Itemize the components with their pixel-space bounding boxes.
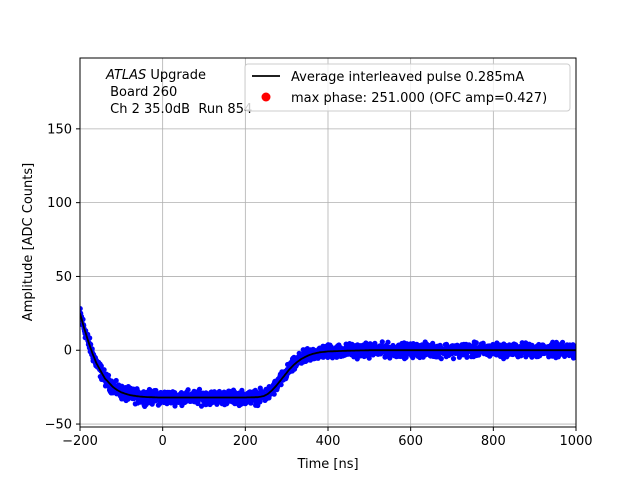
sample-point (450, 356, 457, 362)
sample-point (80, 306, 83, 312)
sample-point (464, 354, 470, 360)
legend-marker-swatch (261, 92, 271, 102)
x-tick-label: 400 (316, 434, 341, 449)
y-tick-label: −50 (45, 418, 72, 433)
sample-point (366, 355, 372, 361)
sample-point (473, 340, 479, 346)
sample-point (257, 399, 263, 405)
annotation-atlas: ATLAS (105, 68, 146, 83)
x-tick-label: 800 (481, 434, 506, 449)
annotation-line-2: Board 260 (106, 85, 177, 100)
x-tick-label: 1000 (559, 434, 592, 449)
annotation-box: ATLAS Upgrade Board 260 Ch 2 35.0dB Run … (105, 68, 252, 117)
annotation-line-3: Ch 2 35.0dB Run 854 (106, 102, 252, 117)
sample-point (438, 356, 444, 362)
y-axis-ticks: −50 0 50 100 150 (45, 122, 80, 433)
x-tick-label: 600 (398, 434, 423, 449)
sample-point (560, 339, 566, 345)
x-tick-label: 0 (159, 434, 167, 449)
sample-point (185, 387, 191, 393)
average-pulse-line (80, 313, 576, 399)
sample-point (278, 382, 284, 388)
sample-point (385, 339, 391, 345)
sample-point (271, 391, 277, 397)
y-tick-label: 150 (47, 122, 72, 137)
legend-frame (244, 63, 571, 112)
legend: Average interleaved pulse 0.285mA max ph… (244, 63, 571, 112)
y-tick-label: 0 (64, 344, 72, 359)
y-axis-label: Amplitude [ADC Counts] (21, 163, 36, 321)
sample-point (430, 340, 436, 346)
sample-point (113, 377, 119, 384)
sample-point (379, 339, 385, 345)
sample-point (403, 354, 409, 360)
sample-point (98, 363, 104, 369)
x-tick-label: 200 (233, 434, 258, 449)
annotation-upgrade: Upgrade (146, 68, 206, 83)
legend-label-max-phase: max phase: 251.000 (OFC amp=0.427) (291, 91, 547, 106)
x-axis-ticks: −200 0 200 400 600 800 1000 (62, 427, 593, 449)
y-tick-label: 100 (47, 196, 72, 211)
sample-point (572, 353, 576, 359)
sample-point (105, 372, 112, 378)
sample-point (198, 403, 205, 409)
sample-point (562, 353, 568, 359)
annotation-line-1: ATLAS Upgrade (105, 68, 206, 83)
x-axis-label: Time [ns] (296, 457, 358, 472)
legend-label-average: Average interleaved pulse 0.285mA (291, 70, 524, 85)
y-tick-label: 50 (55, 270, 72, 285)
x-tick-label: −200 (62, 434, 98, 449)
sample-point (101, 367, 107, 373)
